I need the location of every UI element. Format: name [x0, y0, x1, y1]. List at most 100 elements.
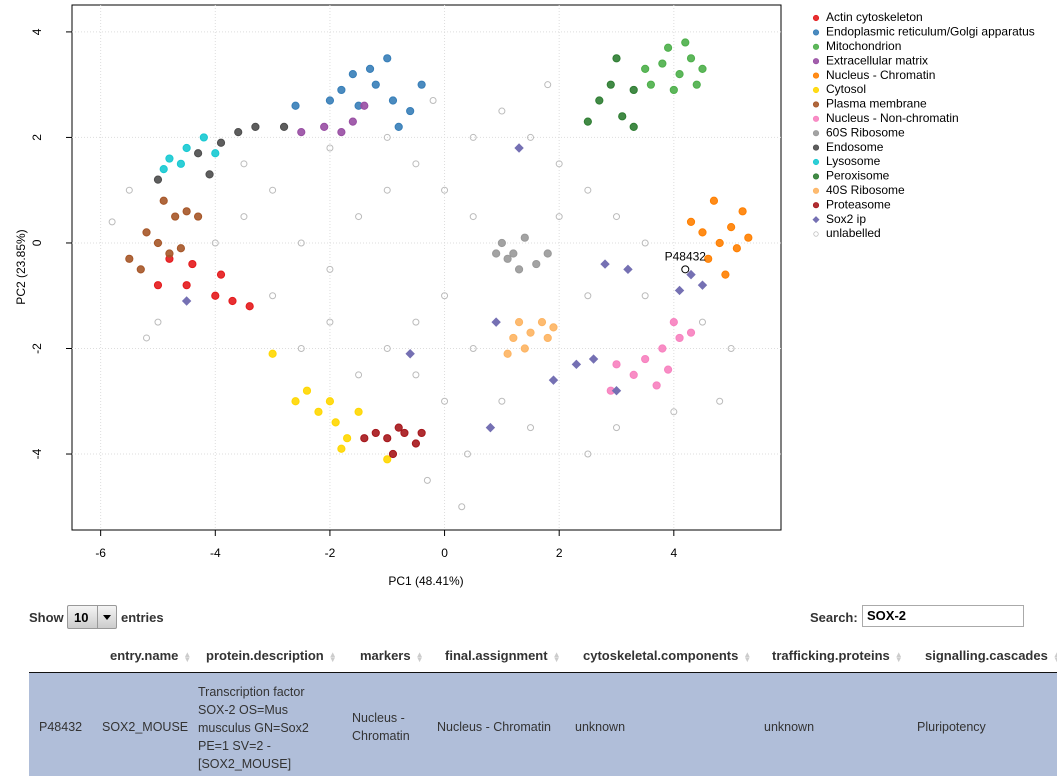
- column-header[interactable]: signalling.cascades ▲ ▼: [925, 648, 1057, 663]
- data-point: [491, 317, 501, 327]
- data-point: [417, 80, 426, 89]
- legend-label: Endoplasmic reticulum/Golgi apparatus: [826, 25, 1035, 39]
- data-point: [165, 249, 174, 258]
- data-point: [337, 128, 346, 137]
- table-cell: SOX2_MOUSE: [102, 720, 189, 734]
- data-point: [675, 333, 684, 343]
- data-point: [612, 360, 621, 369]
- table-cell: Transcription factor SOX-2 OS=Mus muscul…: [198, 685, 309, 771]
- column-header-text: protein.description: [206, 648, 324, 663]
- data-point: [670, 408, 678, 416]
- data-point: [325, 96, 335, 105]
- data-point: [205, 170, 214, 179]
- data-point: [469, 133, 477, 141]
- data-point: [526, 328, 535, 337]
- legend-marker: [812, 144, 820, 151]
- data-point: [383, 455, 392, 464]
- data-point: [509, 333, 518, 343]
- entries-label: entries: [121, 610, 164, 625]
- x-tick-label: 2: [556, 546, 563, 560]
- data-point: [611, 385, 622, 396]
- data-point: [291, 101, 300, 110]
- search-label: Search:: [810, 610, 858, 625]
- data-point: [211, 291, 220, 300]
- data-point: [405, 349, 415, 359]
- column-header[interactable]: entry.name ▲ ▼: [110, 648, 192, 664]
- x-tick-label: -4: [210, 546, 221, 560]
- table-cell: Nucleus - Chromatin: [437, 720, 551, 734]
- data-point: [721, 270, 730, 279]
- data-point: [498, 107, 506, 115]
- data-point: [727, 223, 736, 232]
- show-label: Show: [29, 610, 64, 625]
- table-cell: unknown: [575, 720, 626, 734]
- data-point: [716, 397, 724, 405]
- data-point: [360, 101, 369, 110]
- data-point: [383, 434, 392, 443]
- data-point: [520, 233, 529, 242]
- legend-label: Nucleus - Non-chromatin: [826, 111, 959, 125]
- data-point: [543, 333, 552, 343]
- legend-label: Proteasome: [826, 197, 891, 211]
- data-point: [153, 238, 163, 248]
- data-point: [606, 80, 615, 89]
- data-point: [176, 159, 186, 168]
- data-point: [669, 318, 678, 327]
- data-point: [629, 370, 638, 379]
- data-point: [193, 149, 203, 158]
- sort-icon: ▲ ▼: [894, 649, 903, 664]
- y-axis-title: PC2 (23.85%): [14, 229, 28, 304]
- data-point: [371, 80, 380, 89]
- data-point: [348, 70, 357, 79]
- legend-label: Plasma membrane: [826, 97, 927, 111]
- sort-icon: ▲ ▼: [183, 649, 192, 664]
- column-header[interactable]: cytoskeletal.components ▲ ▼: [583, 648, 751, 663]
- data-point: [532, 259, 541, 269]
- data-point: [629, 122, 638, 131]
- data-point: [663, 43, 673, 52]
- data-point: [383, 133, 391, 141]
- legend-marker: [812, 86, 820, 94]
- search-input[interactable]: SOX-2: [862, 605, 1024, 627]
- table-cell: Pluripotency: [917, 720, 986, 734]
- legend-marker: [812, 29, 820, 36]
- data-point: [320, 122, 329, 131]
- legend-marker: [812, 130, 820, 137]
- data-point: [228, 296, 237, 306]
- column-header[interactable]: final.assignment ▲ ▼: [445, 648, 561, 663]
- data-point: [365, 64, 375, 73]
- data-point: [727, 344, 735, 352]
- legend-marker: [813, 231, 819, 237]
- column-header-text: markers: [360, 648, 411, 663]
- data-point: [704, 254, 713, 263]
- data-point: [291, 397, 300, 406]
- legend-label: Sox2 ip: [826, 212, 866, 226]
- column-header[interactable]: protein.description ▲ ▼: [206, 648, 337, 663]
- data-point: [355, 213, 363, 221]
- legend-marker: [812, 173, 820, 180]
- data-point: [181, 296, 192, 306]
- legend-marker: [812, 115, 820, 122]
- data-point: [388, 96, 398, 105]
- row-id: P48432: [39, 720, 83, 734]
- data-point: [485, 422, 496, 433]
- data-point: [355, 371, 363, 379]
- column-header-text: signalling.cascades: [925, 648, 1048, 663]
- data-point: [411, 439, 420, 448]
- data-point: [641, 64, 650, 73]
- data-point: [371, 428, 380, 438]
- column-header[interactable]: markers ▲ ▼: [360, 648, 424, 663]
- table-row[interactable]: P48432 SOX2_MOUSE Transcription factor SOX…: [29, 673, 1057, 776]
- data-point: [514, 265, 524, 274]
- data-point: [584, 186, 592, 194]
- data-point: [394, 122, 403, 131]
- data-point: [245, 302, 254, 311]
- y-tick-label: -2: [30, 343, 44, 354]
- page-length-select[interactable]: 10: [67, 605, 117, 629]
- data-point: [412, 371, 420, 379]
- column-header[interactable]: trafficking.proteins ▲ ▼: [772, 648, 903, 664]
- x-tick-label: 0: [441, 546, 448, 560]
- legend-label: Nucleus - Chromatin: [826, 68, 935, 82]
- data-point: [686, 328, 696, 337]
- data-point: [142, 228, 151, 237]
